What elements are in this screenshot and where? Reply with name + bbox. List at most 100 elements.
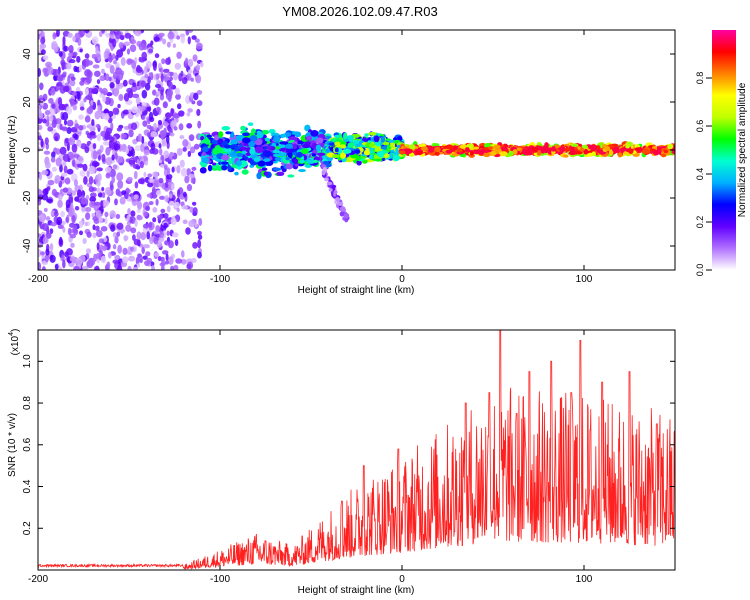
heatmap-cell: [47, 126, 54, 132]
heatmap-cell: [152, 171, 159, 178]
heatmap-cell: [159, 130, 167, 138]
heatmap-cell: [348, 135, 354, 143]
heatmap-cell: [173, 264, 179, 270]
heatmap-cell: [235, 160, 242, 167]
heatmap-cell: [94, 111, 101, 120]
heatmap-cell: [632, 153, 640, 157]
heatmap-cell: [263, 158, 271, 162]
heatmap-cell: [74, 196, 79, 202]
heatmap-cell: [392, 154, 400, 162]
heatmap-cell: [343, 132, 348, 140]
heatmap-cell: [180, 167, 188, 177]
heatmap-cell: [42, 188, 49, 195]
heatmap-cell: [154, 53, 160, 59]
heatmap-cell: [68, 137, 76, 146]
heatmap-cell: [176, 148, 183, 156]
heatmap-cell: [128, 159, 136, 165]
heatmap-cell: [158, 159, 163, 164]
heatmap-cell: [148, 72, 154, 77]
heatmap-cell: [250, 128, 256, 134]
heatmap-cell: [187, 69, 193, 74]
heatmap-cell: [198, 218, 203, 226]
heatmap-cell: [139, 105, 146, 112]
heatmap-cell: [40, 251, 45, 256]
heatmap-cell: [44, 109, 51, 116]
heatmap-cell: [118, 41, 124, 49]
heatmap-cell: [38, 172, 43, 181]
heatmap-cell: [46, 118, 50, 127]
heatmap-cell: [117, 180, 124, 189]
heatmap-cell: [184, 175, 190, 184]
heatmap-cell: [109, 30, 114, 35]
snr-panel: -200 -100 0 100 0.2 0.4 0.6 0.8 1.0 Height of s…: [7, 329, 676, 596]
heatmap-cell: [256, 172, 262, 180]
heatmap-cell: [257, 160, 265, 167]
heatmap-cell: [108, 110, 114, 117]
heatmap-cell: [105, 156, 113, 166]
heatmap-cell: [71, 159, 76, 168]
heatmap-cell: [72, 133, 78, 139]
heatmap-cell: [38, 124, 43, 131]
heatmap-cell: [136, 201, 143, 210]
heatmap-cell: [167, 31, 175, 40]
heatmap-cell: [160, 73, 164, 83]
heatmap-cell: [368, 143, 375, 148]
heatmap-cell: [171, 166, 175, 173]
heatmap-cell: [80, 77, 86, 82]
heatmap-cell: [38, 194, 44, 200]
heatmap-cell: [147, 173, 153, 178]
heatmap-cell: [148, 200, 154, 206]
heatmap-cell: [148, 111, 154, 121]
heatmap-cell: [490, 150, 497, 156]
heatmap-cell: [173, 126, 178, 131]
heatmap-cell: [91, 119, 95, 126]
heatmap-cell: [155, 73, 160, 80]
heatmap-cell: [192, 54, 198, 62]
heatmap-cell: [188, 134, 195, 142]
heatmap-cell: [261, 167, 268, 171]
heatmap-cell: [132, 82, 137, 87]
heatmap-cell: [126, 58, 133, 65]
heatmap-cell: [138, 43, 145, 51]
heatmap-cell: [166, 205, 171, 213]
heatmap-cell: [201, 157, 210, 164]
heatmap-cell: [340, 152, 347, 159]
heatmap-cell: [195, 42, 203, 50]
heatmap-cell: [59, 146, 67, 155]
heatmap-cell: [373, 135, 380, 143]
heatmap-cell: [123, 41, 131, 47]
heatmap-cell: [116, 231, 121, 237]
heatmap-cell: [191, 166, 197, 171]
snr-y-tick-label: 0.8: [22, 396, 33, 410]
heatmap-cell: [111, 154, 115, 161]
heatmap-cell: [93, 70, 101, 77]
heatmap-cell: [317, 152, 326, 156]
heatmap-cell: [263, 171, 269, 176]
heatmap-cell: [178, 123, 184, 131]
heatmap-cell: [126, 214, 130, 220]
heatmap-cell: [109, 65, 115, 74]
heatmap-cell: [130, 122, 138, 131]
colorbar-gradient: [712, 30, 736, 270]
colorbar-label: Normalized spectral amplitude: [737, 82, 748, 217]
heatmap-cell: [532, 146, 538, 153]
heatmap-cell: [56, 216, 63, 226]
heatmap-cell: [158, 236, 165, 242]
heatmap-cell: [167, 256, 174, 265]
heatmap-cell: [179, 33, 186, 38]
heatmap-cell: [125, 187, 130, 193]
heatmap-cell: [660, 153, 667, 158]
heatmap-cell: [89, 127, 96, 132]
snr-x-ticks: -200 -100 0 100: [28, 330, 593, 585]
heatmap-cell: [671, 150, 675, 154]
heatmap-cell: [157, 119, 163, 126]
heatmap-cell: [38, 214, 45, 222]
heatmap-cell: [499, 151, 508, 156]
heatmap-cell: [73, 153, 80, 158]
heatmap-cell: [64, 137, 69, 144]
heatmap-cell: [70, 76, 76, 81]
heatmap-cell: [136, 208, 141, 214]
heatmap-cell: [50, 87, 56, 96]
heatmap-cell: [221, 164, 228, 171]
heatmap-cell: [129, 44, 137, 53]
